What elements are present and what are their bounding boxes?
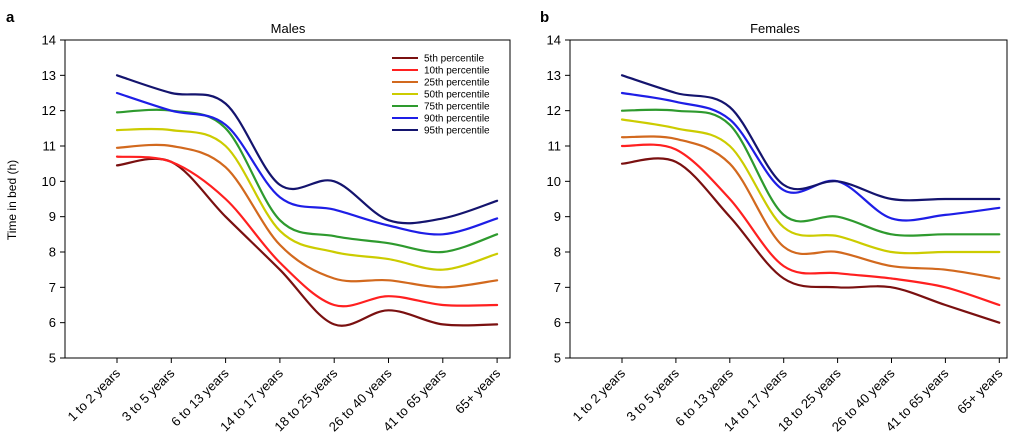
series-line-50th-percentile bbox=[620, 118, 1001, 255]
y-ticks-males: 5 6 7 8 9 10 11 12 13 14 bbox=[42, 33, 65, 366]
series-line-95th-percentile bbox=[115, 74, 499, 225]
legend-label: 90th percentile bbox=[424, 114, 490, 125]
y-tick-label: 9 bbox=[49, 209, 56, 224]
x-tick-label: 3 to 5 years bbox=[623, 365, 682, 424]
y-tick-label: 10 bbox=[547, 174, 561, 189]
panel-label-a: a bbox=[6, 9, 15, 26]
series-line-25th-percentile bbox=[620, 135, 1001, 280]
y-tick-label: 12 bbox=[547, 103, 561, 118]
y-tick-label: 14 bbox=[547, 33, 561, 48]
series-line-90th-percentile bbox=[620, 91, 1001, 222]
series-lines-males bbox=[115, 74, 499, 327]
x-tick-label: 1 to 2 years bbox=[64, 365, 123, 424]
plot-frame-males bbox=[64, 39, 511, 359]
y-tick-label: 14 bbox=[42, 33, 56, 48]
y-tick-label: 6 bbox=[554, 315, 561, 330]
legend-label: 25th percentile bbox=[424, 78, 490, 89]
panel-title-males: Males bbox=[271, 21, 306, 36]
y-tick-label: 9 bbox=[554, 209, 561, 224]
panel-females: b Females 5 6 7 8 9 10 11 12 13 14 1 to 2 years3 … bbox=[540, 9, 1008, 434]
legend-label: 10th percentile bbox=[424, 66, 490, 77]
y-tick-label: 11 bbox=[43, 139, 57, 154]
series-line-5th-percentile bbox=[115, 157, 499, 327]
x-tick-label: 3 to 5 years bbox=[119, 365, 178, 424]
y-tick-label: 13 bbox=[547, 68, 561, 83]
y-tick-label: 10 bbox=[42, 174, 56, 189]
series-line-50th-percentile bbox=[115, 127, 499, 271]
y-tick-label: 7 bbox=[554, 280, 561, 295]
panel-title-females: Females bbox=[750, 21, 800, 36]
series-line-5th-percentile bbox=[620, 157, 1001, 324]
series-line-10th-percentile bbox=[620, 143, 1001, 307]
y-tick-label: 12 bbox=[42, 103, 56, 118]
legend-label: 95th percentile bbox=[424, 126, 490, 137]
plot-frame-females bbox=[569, 39, 1008, 359]
x-tick-label: 65+ years bbox=[954, 365, 1006, 417]
series-line-25th-percentile bbox=[115, 143, 499, 289]
legend-label: 5th percentile bbox=[424, 54, 484, 65]
y-tick-label: 11 bbox=[548, 139, 562, 154]
y-tick-label: 7 bbox=[49, 280, 56, 295]
y-axis-label: Time in bed (h) bbox=[5, 160, 19, 240]
panel-label-b: b bbox=[540, 9, 549, 26]
panel-males: a Males Time in bed (h) 567891011121314 … bbox=[5, 9, 511, 434]
series-line-10th-percentile bbox=[115, 155, 499, 308]
series-line-90th-percentile bbox=[115, 91, 499, 236]
y-tick-label: 8 bbox=[49, 245, 56, 260]
legend-label: 75th percentile bbox=[424, 102, 490, 113]
series-line-95th-percentile bbox=[620, 74, 1001, 202]
series-lines-females bbox=[620, 74, 1001, 324]
y-tick-label: 13 bbox=[42, 68, 56, 83]
x-tick-label: 1 to 2 years bbox=[569, 365, 628, 424]
legend-label: 50th percentile bbox=[424, 90, 490, 101]
y-ticks-females: 5 6 7 8 9 10 11 12 13 14 bbox=[547, 33, 570, 366]
y-tick-label: 5 bbox=[554, 351, 561, 366]
y-tick-label: 5 bbox=[49, 351, 56, 366]
series-line-75th-percentile bbox=[620, 108, 1001, 237]
y-tick-label: 8 bbox=[554, 245, 561, 260]
y-tick-label: 6 bbox=[49, 315, 56, 330]
x-tick-label: 65+ years bbox=[452, 365, 504, 417]
